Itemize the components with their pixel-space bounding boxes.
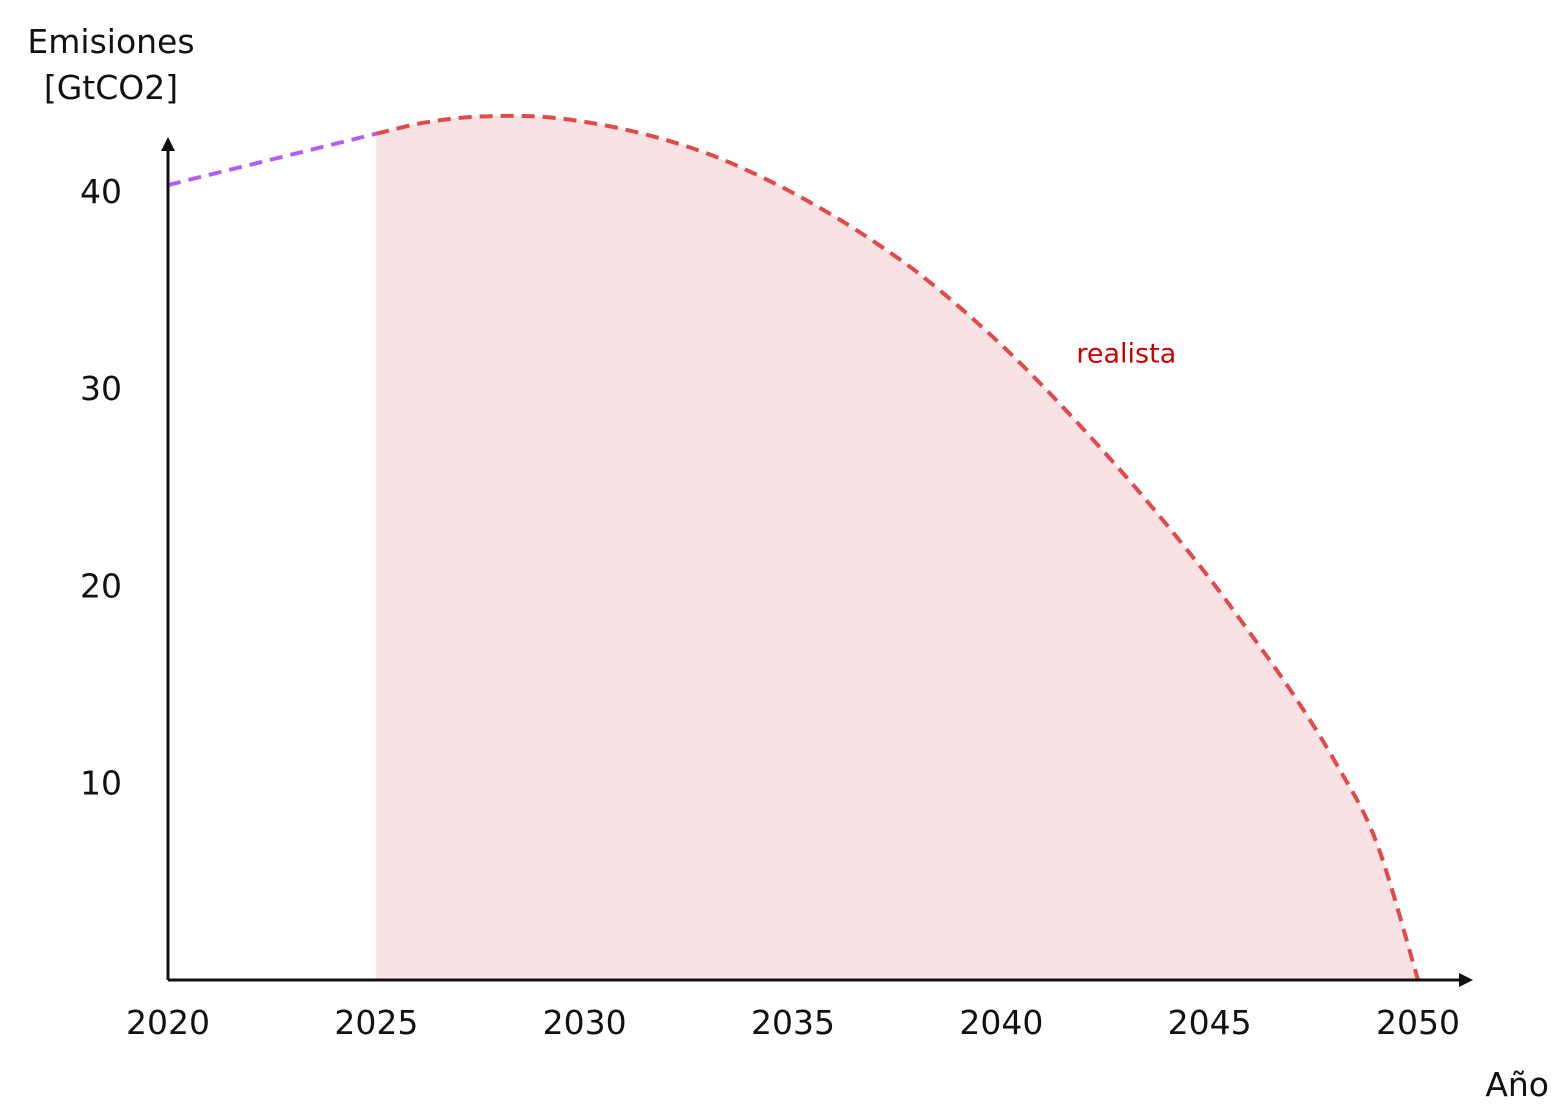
axes-layer [161, 137, 1473, 987]
y-tick-label: 40 [80, 172, 122, 211]
y-axis-title-line: [GtCO2] [44, 68, 178, 107]
y-tick-label: 10 [80, 764, 122, 803]
x-axis-title: Año [1485, 1065, 1549, 1104]
series-realista-area [376, 115, 1418, 981]
x-tick-label: 2040 [959, 1003, 1043, 1042]
series-layer [167, 113, 1420, 981]
y-tick-label: 20 [80, 566, 122, 605]
labels-layer: 2020 2025 2030 2035 2040 2045 205010203040AñoE… [27, 22, 1549, 1104]
x-tick-label: 2020 [126, 1003, 210, 1042]
y-axis-title: Emisiones [GtCO2] [27, 22, 194, 107]
x-tick-label: 2035 [751, 1003, 835, 1042]
series-annotation-label: realista [1076, 339, 1176, 370]
y-axis-title-line: Emisiones [27, 22, 194, 61]
y-tick-label: 30 [80, 369, 122, 408]
x-axis-arrowhead [1459, 973, 1473, 987]
x-tick-label: 2050 [1376, 1003, 1460, 1042]
area-layer [376, 115, 1418, 981]
x-tick-label: 2045 [1168, 1003, 1252, 1042]
series-historical-line [167, 131, 377, 187]
x-tick-label: 2025 [334, 1003, 418, 1042]
x-tick-label: 2030 [543, 1003, 627, 1042]
y-axis-arrowhead [161, 137, 175, 151]
